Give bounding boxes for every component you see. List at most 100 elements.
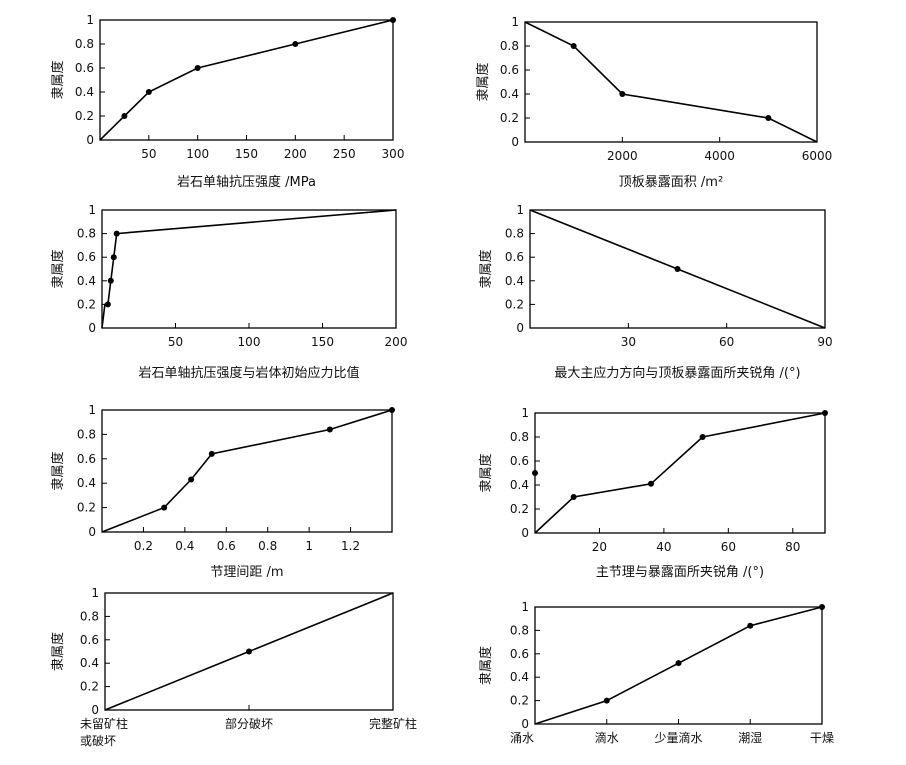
series-line [99, 19, 394, 141]
x-tick-label: 250 [333, 147, 356, 161]
data-point [822, 410, 828, 416]
y-tick-label: 1 [521, 600, 529, 614]
y-tick-label: 0.4 [77, 476, 96, 490]
x-axis-label: 岩石单轴抗压强度 /MPa [177, 174, 316, 190]
y-tick-label: 1 [511, 15, 519, 29]
x-tick-label: 200 [385, 335, 408, 349]
x-tick-label: 0.4 [175, 539, 194, 553]
x-tick-label: 0.2 [134, 539, 153, 553]
plot-frame [529, 209, 826, 329]
x-tick-label: 90 [817, 335, 832, 349]
x-tick-label: 40 [656, 540, 671, 554]
y-tick-label: 0.8 [510, 623, 529, 637]
y-axis-label: 隶属度 [478, 249, 494, 288]
y-tick-label: 0.8 [510, 430, 529, 444]
y-tick-label: 0.2 [77, 501, 96, 515]
y-tick-label: 0.6 [505, 250, 524, 264]
plot-frame [99, 19, 394, 141]
y-axis-label: 隶属度 [50, 451, 66, 490]
data-point [292, 41, 299, 47]
data-point [747, 622, 754, 629]
y-axis-label: 隶属度 [475, 62, 491, 101]
data-point [648, 480, 654, 487]
x-tick-label: 50 [168, 335, 183, 349]
y-tick-label: 1 [88, 203, 96, 217]
data-point [765, 115, 772, 121]
y-tick-label: 0.6 [75, 61, 94, 75]
y-axis-label: 隶属度 [50, 632, 66, 671]
y-axis-label: 隶属度 [50, 249, 66, 288]
data-point [675, 660, 682, 667]
y-tick-label: 0.4 [80, 656, 99, 670]
x-tick-label: 300 [382, 147, 405, 161]
chart-p6: 0 0.2 0.4 0.6 0.8 1 20 40 60 80 主节理与暴露面所夹锐角 /(°) 隶属… [478, 406, 828, 580]
y-tick-label: 0.4 [77, 274, 96, 288]
data-point [104, 301, 111, 308]
y-tick-label: 0.2 [510, 694, 529, 708]
y-tick-label: 0.2 [500, 111, 519, 125]
x-tick-label: 150 [311, 335, 334, 349]
y-tick-label: 0.4 [505, 274, 524, 288]
data-point [674, 266, 681, 272]
x-tick-label: 60 [721, 540, 736, 554]
x-tick-label: 0.8 [258, 539, 277, 553]
data-point [110, 254, 117, 261]
data-point [390, 17, 396, 23]
x-tick-label: 30 [621, 335, 636, 349]
chart-p8: 0 0.2 0.4 0.6 0.8 1 涌水 滴水 少量滴水 潮湿 干燥 隶属度 [478, 600, 834, 745]
y-tick-label: 1 [516, 203, 524, 217]
y-tick-label: 0.2 [80, 680, 99, 694]
data-point [107, 277, 114, 284]
x-tick-label: 1 [305, 539, 313, 553]
x-axis-label: 节理间距 /m [210, 565, 283, 580]
x-axis-label: 最大主应力方向与顶板暴露面所夹锐角 /(°) [554, 365, 800, 381]
data-point [188, 476, 195, 483]
y-tick-label: 1 [88, 403, 96, 417]
x-tick-label: 80 [785, 540, 800, 554]
series-line [101, 409, 393, 533]
plot-frame [101, 409, 393, 533]
data-point [326, 426, 333, 433]
series-line [534, 412, 826, 534]
y-tick-label: 0.6 [77, 250, 96, 264]
plot-frame [534, 412, 826, 534]
x-tick-label: 50 [141, 147, 156, 161]
x-tick-label: 100 [186, 147, 209, 161]
data-point [161, 504, 168, 511]
data-point [570, 494, 577, 500]
y-tick-label: 0.8 [75, 37, 94, 51]
y-tick-label: 1 [91, 586, 99, 600]
data-point [121, 113, 128, 119]
y-tick-label: 0 [91, 703, 99, 717]
data-point [532, 470, 538, 476]
x-tick-label: 6000 [802, 149, 833, 163]
y-tick-label: 0 [516, 321, 524, 335]
y-tick-label: 0.4 [510, 478, 529, 492]
y-tick-label: 0 [521, 526, 529, 540]
y-tick-label: 0.2 [75, 109, 94, 123]
y-tick-label: 0.6 [77, 452, 96, 466]
y-tick-label: 1 [86, 13, 94, 27]
y-tick-label: 0.6 [510, 647, 529, 661]
x-tick-label: 1.2 [341, 539, 360, 553]
series-line [101, 209, 397, 329]
y-tick-label: 0 [86, 133, 94, 147]
y-tick-label: 0.6 [80, 633, 99, 647]
y-tick-label: 0 [521, 717, 529, 731]
y-tick-label: 0.8 [505, 227, 524, 241]
x-tick-label: 100 [238, 335, 261, 349]
chart-p2: 0 0.2 0.4 0.6 0.8 1 2000 4000 6000 顶板暴露面积 /m² 隶属度 [475, 15, 832, 190]
data-point [819, 604, 825, 610]
y-tick-label: 0.2 [77, 297, 96, 311]
x-tick-label: 潮湿 [738, 730, 762, 745]
y-axis-label: 隶属度 [50, 60, 66, 99]
x-tick-label: 干燥 [810, 731, 834, 745]
x-tick-label: 150 [235, 147, 258, 161]
y-axis-label: 隶属度 [478, 646, 494, 685]
y-tick-label: 0 [511, 135, 519, 149]
x-tick-label: 未留矿柱 [80, 716, 128, 731]
data-point [113, 230, 120, 237]
x-tick-label: 4000 [704, 149, 735, 163]
y-tick-label: 0.8 [500, 39, 519, 53]
